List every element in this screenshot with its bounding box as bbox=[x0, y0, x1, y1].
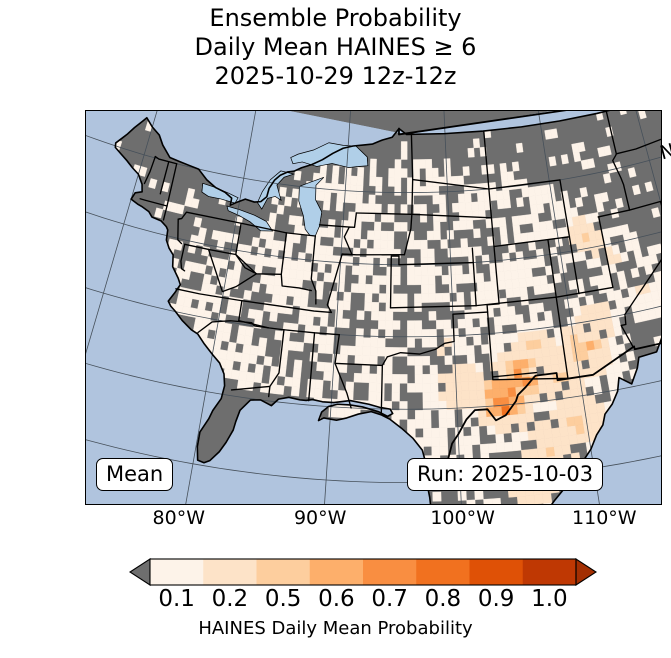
run-annotation-label: Run: 2025-10-03 bbox=[417, 462, 594, 486]
mean-annotation-label: Mean bbox=[106, 462, 164, 486]
figure-title: Ensemble Probability Daily Mean HAINES ≥… bbox=[0, 4, 671, 91]
colorbar-tick-0-2: 0.2 bbox=[211, 586, 249, 612]
map-panel bbox=[85, 110, 662, 505]
colorbar-tick-0-8: 0.8 bbox=[424, 586, 462, 612]
mean-annotation-box: Mean bbox=[96, 458, 174, 491]
colorbar-tick-labels: 0.1 0.2 0.5 0.6 0.7 0.8 0.9 1.0 bbox=[0, 586, 671, 616]
colorbar-tick-0-1: 0.1 bbox=[158, 586, 195, 612]
colorbar-tick-1-0: 1.0 bbox=[531, 586, 568, 612]
title-line-3: 2025-10-29 12z-12z bbox=[214, 62, 457, 90]
colorbar-tick-0-7: 0.7 bbox=[371, 586, 408, 612]
colorbar-tick-0-5: 0.5 bbox=[264, 586, 302, 612]
lon-tick-90W: 90°W bbox=[293, 507, 347, 529]
map-graphic bbox=[86, 111, 661, 504]
colorbar-tick-0-9: 0.9 bbox=[477, 586, 515, 612]
colorbar-axis-label: HAINES Daily Mean Probability bbox=[198, 618, 473, 639]
title-line-1: Ensemble Probability bbox=[209, 4, 462, 32]
map-canvas bbox=[86, 111, 661, 504]
title-line-2: Daily Mean HAINES ≥ 6 bbox=[194, 33, 477, 61]
lon-tick-100W: 100°W bbox=[430, 507, 495, 529]
lon-tick-80W: 80°W bbox=[152, 507, 206, 529]
run-annotation-box: Run: 2025-10-03 bbox=[407, 458, 604, 491]
colorbar-tick-0-6: 0.6 bbox=[318, 586, 355, 612]
lon-tick-110W: 110°W bbox=[572, 507, 637, 529]
colorbar-graphic bbox=[128, 558, 598, 586]
colorbar bbox=[128, 558, 598, 586]
